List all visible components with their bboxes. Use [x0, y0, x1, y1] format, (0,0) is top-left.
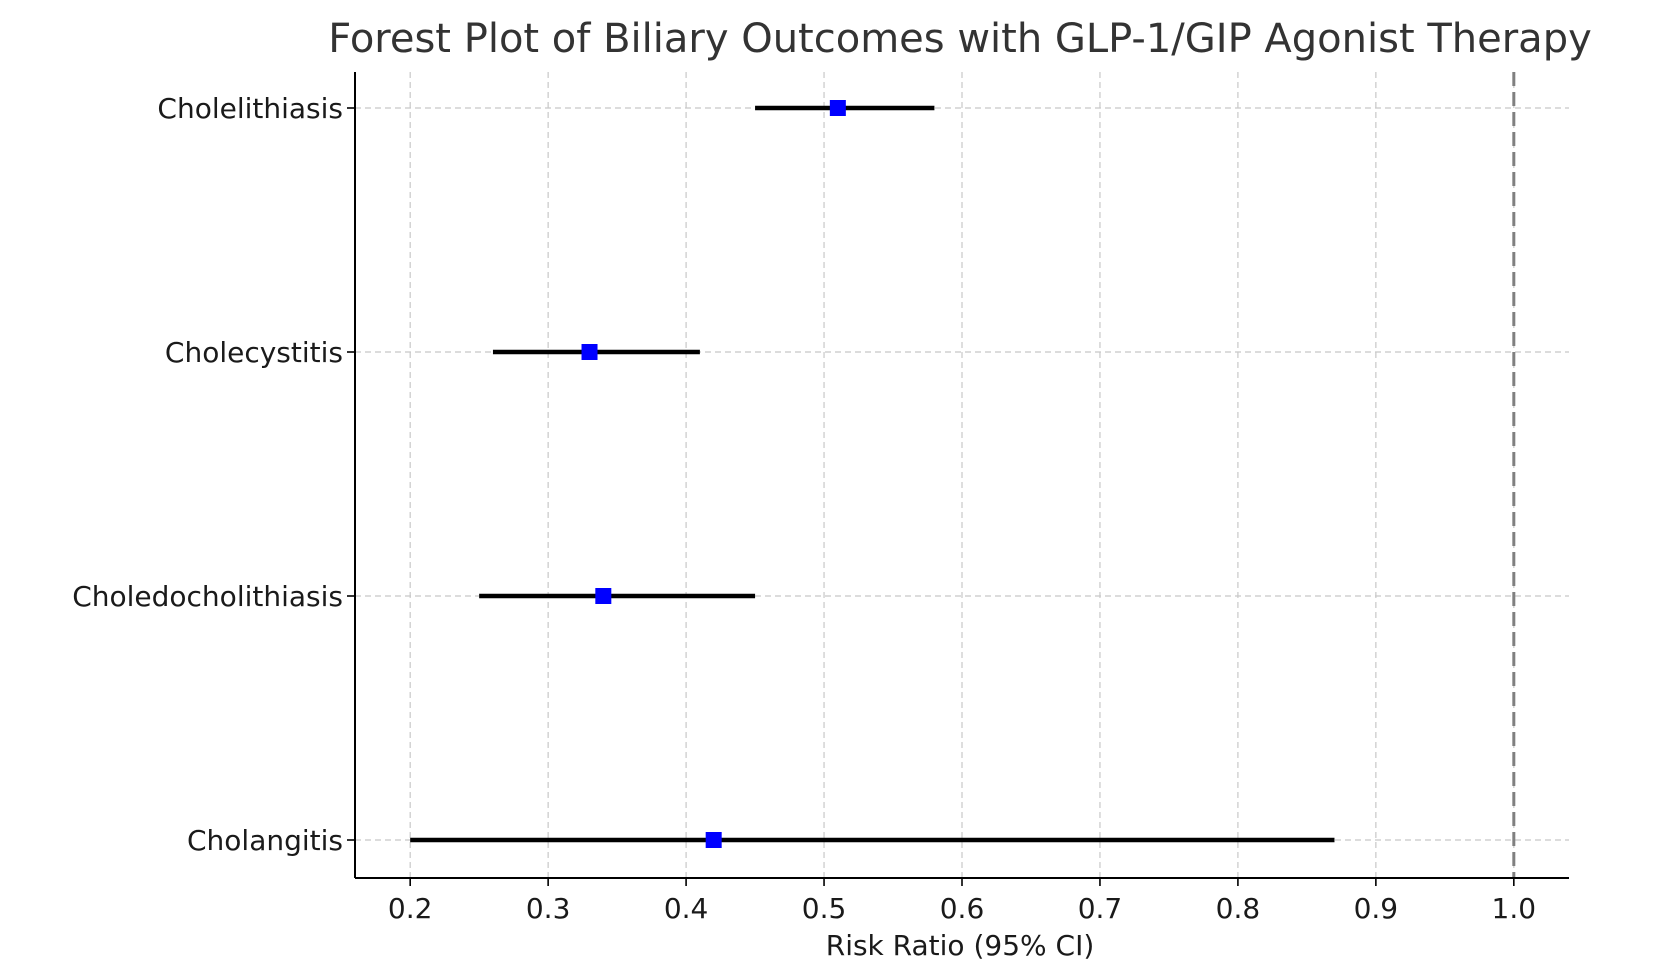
x-tick-label: 0.7	[1078, 892, 1123, 925]
y-tick-labels: Cholelithiasis Cholecystitis Choledocholit…	[72, 92, 355, 857]
x-ticks: 0.2 0.3 0.4 0.5 0.6 0.7 0.8 0.9 1.0	[388, 878, 1536, 925]
point-estimate-marker	[595, 588, 612, 604]
point-estimate-marker	[829, 100, 846, 116]
point-estimate-marker	[581, 344, 598, 360]
x-tick-label: 0.5	[802, 892, 847, 925]
x-tick-label: 0.4	[664, 892, 709, 925]
point-estimate-marker	[705, 832, 722, 848]
forest-marks	[410, 100, 1335, 848]
x-tick-label: 1.0	[1492, 892, 1537, 925]
x-tick-label: 0.8	[1216, 892, 1261, 925]
x-tick-label: 0.9	[1354, 892, 1399, 925]
grid-lines	[355, 72, 1569, 878]
y-tick-label: Cholangitis	[187, 824, 343, 857]
x-tick-label: 0.6	[940, 892, 985, 925]
y-tick-label: Choledocholithiasis	[72, 580, 343, 613]
x-axis-label: Risk Ratio (95% CI)	[826, 929, 1095, 962]
chart-title: Forest Plot of Biliary Outcomes with GLP…	[328, 16, 1592, 62]
x-tick-label: 0.3	[526, 892, 571, 925]
x-tick-label: 0.2	[388, 892, 433, 925]
y-tick-label: Cholecystitis	[165, 336, 343, 369]
y-tick-label: Cholelithiasis	[157, 92, 343, 125]
